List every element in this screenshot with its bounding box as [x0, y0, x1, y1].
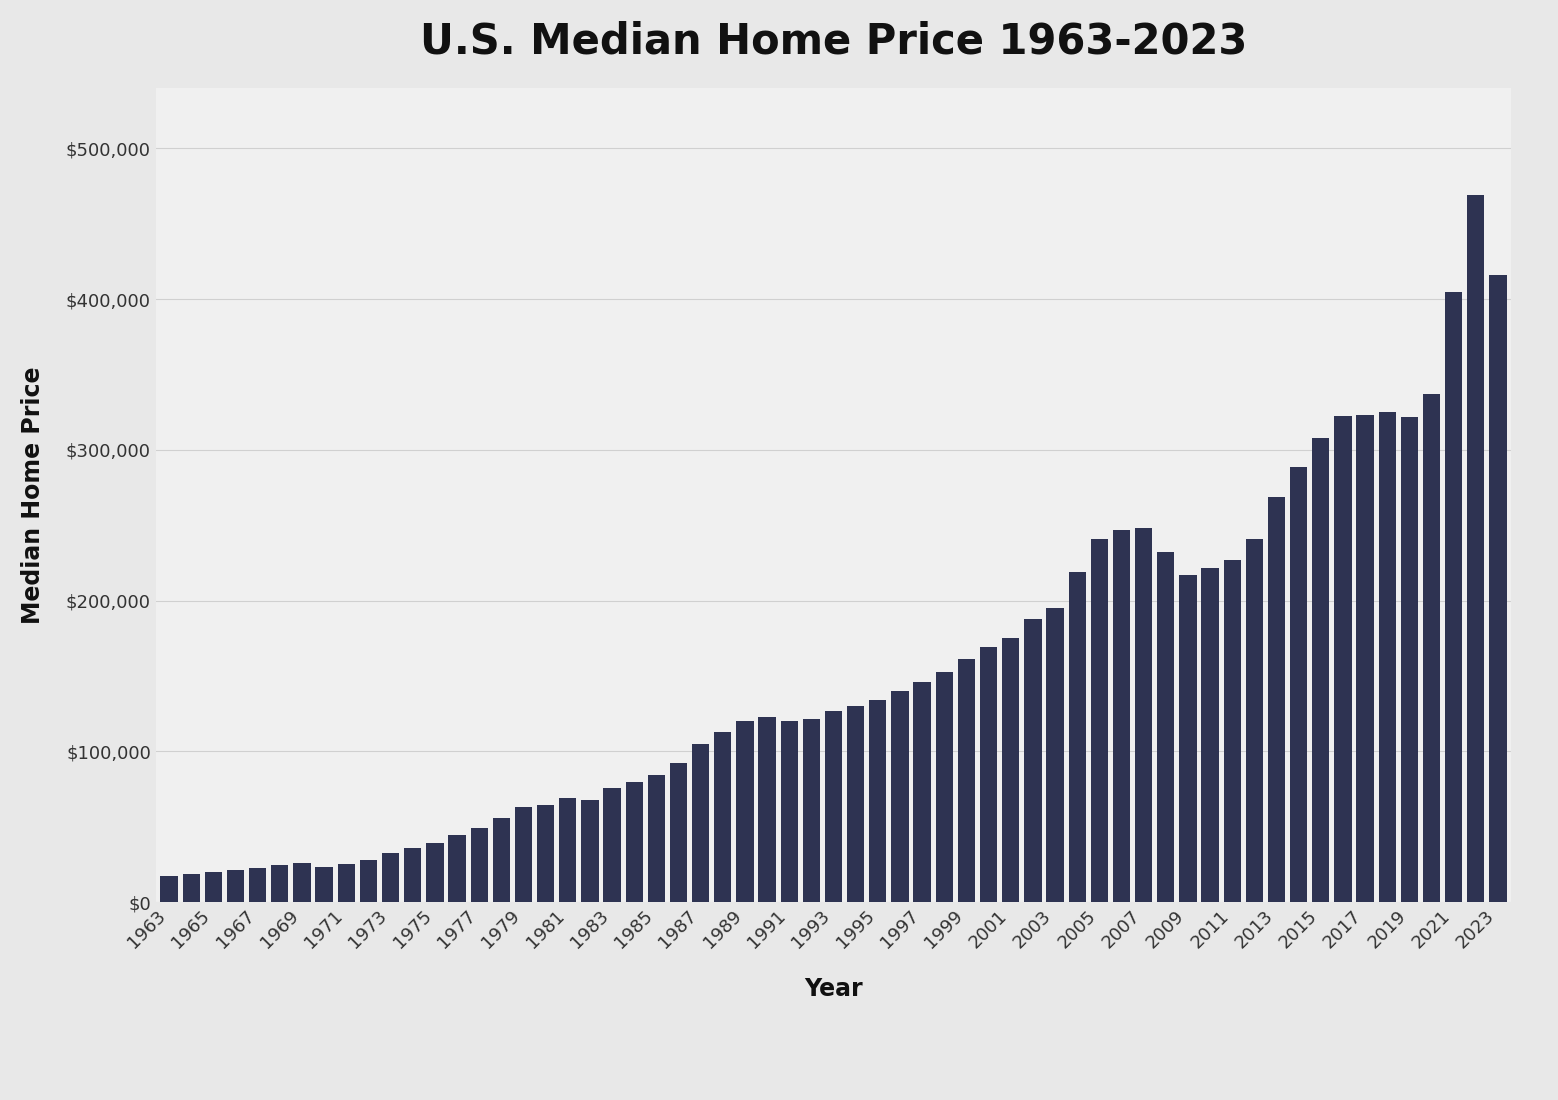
Bar	[1379, 412, 1396, 902]
Bar	[182, 873, 199, 902]
Bar	[227, 870, 245, 902]
Bar	[1091, 539, 1108, 902]
Bar	[1179, 575, 1197, 902]
Title: U.S. Median Home Price 1963-2023: U.S. Median Home Price 1963-2023	[419, 20, 1248, 63]
Bar	[449, 835, 466, 902]
Bar	[1024, 619, 1041, 902]
Bar	[737, 722, 754, 902]
Bar	[1069, 572, 1086, 902]
Bar	[1246, 539, 1264, 902]
X-axis label: Year: Year	[804, 977, 863, 1001]
Bar	[581, 800, 598, 902]
Bar	[670, 763, 687, 902]
Bar	[759, 717, 776, 902]
Bar	[1468, 196, 1485, 902]
Bar	[603, 789, 620, 902]
Bar	[1158, 552, 1175, 902]
Bar	[471, 828, 488, 902]
Bar	[271, 865, 288, 902]
Bar	[427, 843, 444, 902]
Bar	[913, 682, 930, 902]
Bar	[714, 733, 731, 902]
Bar	[1401, 417, 1418, 902]
Bar	[1334, 416, 1352, 902]
Bar	[1357, 415, 1374, 902]
Bar	[492, 818, 509, 902]
Bar	[538, 804, 555, 902]
Bar	[559, 799, 576, 902]
Bar	[360, 860, 377, 902]
Bar	[1268, 497, 1285, 902]
Bar	[1112, 530, 1130, 902]
Bar	[1422, 394, 1440, 902]
Bar	[1489, 275, 1507, 902]
Bar	[869, 701, 887, 902]
Bar	[338, 864, 355, 902]
Bar	[382, 852, 399, 902]
Bar	[936, 672, 953, 902]
Bar	[980, 647, 997, 902]
Bar	[160, 876, 178, 902]
Y-axis label: Median Home Price: Median Home Price	[22, 366, 45, 624]
Bar	[1444, 292, 1463, 902]
Bar	[802, 719, 820, 902]
Bar	[781, 722, 798, 902]
Bar	[1002, 638, 1019, 902]
Bar	[958, 659, 975, 902]
Bar	[824, 712, 843, 902]
Bar	[692, 745, 709, 902]
Bar	[626, 782, 643, 902]
Bar	[404, 848, 421, 902]
Bar	[249, 868, 266, 902]
Bar	[1134, 528, 1153, 902]
Bar	[293, 864, 310, 902]
Bar	[848, 706, 865, 902]
Bar	[1290, 466, 1307, 902]
Bar	[1201, 568, 1218, 902]
Bar	[1223, 560, 1240, 902]
Bar	[315, 867, 333, 902]
Bar	[204, 872, 223, 902]
Bar	[648, 774, 665, 902]
Bar	[891, 691, 908, 902]
Bar	[514, 807, 533, 902]
Bar	[1047, 608, 1064, 902]
Bar	[1312, 439, 1329, 902]
